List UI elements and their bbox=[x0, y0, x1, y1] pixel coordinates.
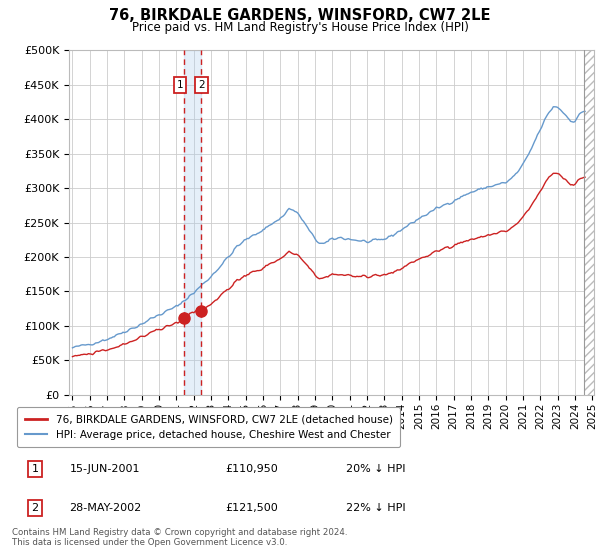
Text: 76, BIRKDALE GARDENS, WINSFORD, CW7 2LE: 76, BIRKDALE GARDENS, WINSFORD, CW7 2LE bbox=[109, 8, 491, 24]
Text: Contains HM Land Registry data © Crown copyright and database right 2024.
This d: Contains HM Land Registry data © Crown c… bbox=[12, 528, 347, 547]
Text: 2: 2 bbox=[199, 80, 205, 90]
Text: 28-MAY-2002: 28-MAY-2002 bbox=[70, 503, 142, 513]
Bar bbox=[184, 50, 201, 395]
Text: 2: 2 bbox=[31, 503, 38, 513]
Text: 20% ↓ HPI: 20% ↓ HPI bbox=[346, 464, 406, 474]
Legend: 76, BIRKDALE GARDENS, WINSFORD, CW7 2LE (detached house), HPI: Average price, de: 76, BIRKDALE GARDENS, WINSFORD, CW7 2LE … bbox=[17, 407, 400, 447]
Text: £121,500: £121,500 bbox=[225, 503, 278, 513]
Text: £110,950: £110,950 bbox=[225, 464, 278, 474]
Text: 15-JUN-2001: 15-JUN-2001 bbox=[70, 464, 140, 474]
Text: 1: 1 bbox=[32, 464, 38, 474]
Bar bbox=[584, 50, 594, 395]
Text: 1: 1 bbox=[177, 80, 184, 90]
Text: 22% ↓ HPI: 22% ↓ HPI bbox=[346, 503, 406, 513]
Text: Price paid vs. HM Land Registry's House Price Index (HPI): Price paid vs. HM Land Registry's House … bbox=[131, 21, 469, 34]
